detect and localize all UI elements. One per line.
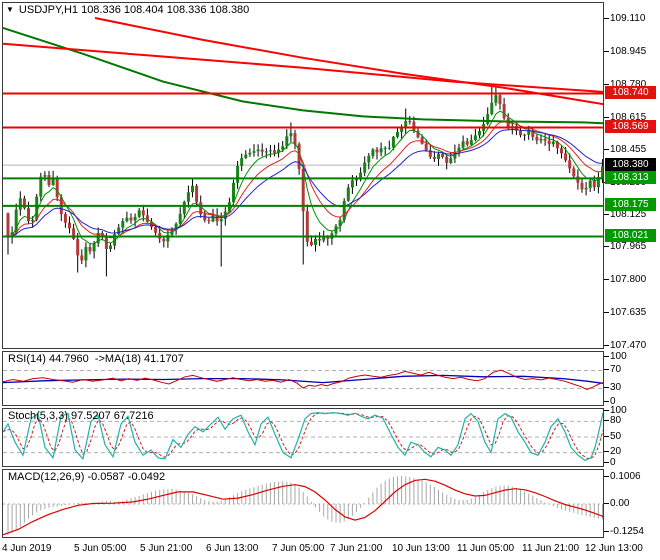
time-axis-label: 5 Jun 21:00 bbox=[140, 543, 193, 554]
symbol-dropdown-icon[interactable]: ▼ bbox=[6, 5, 14, 14]
macd-axis-tick bbox=[604, 502, 609, 504]
stochastic-pane[interactable] bbox=[2, 408, 604, 467]
price-axis-label: 108.455 bbox=[610, 143, 647, 155]
price-level-badge: 108.021 bbox=[605, 228, 656, 242]
price-axis-label: 107.470 bbox=[610, 339, 647, 351]
time-axis-label: 10 Jun 13:00 bbox=[392, 543, 450, 554]
price-level-badge: 108.313 bbox=[605, 170, 656, 184]
main-chart-pane[interactable] bbox=[2, 2, 604, 349]
time-axis-label: 5 Jun 05:00 bbox=[74, 543, 127, 554]
price-axis-label: 107.965 bbox=[610, 241, 647, 253]
rsi-axis-label: 70 bbox=[610, 364, 622, 375]
rsi-plot[interactable] bbox=[3, 352, 603, 405]
time-axis-label: 7 Jun 21:00 bbox=[330, 543, 383, 554]
price-level-badge: 108.175 bbox=[605, 198, 656, 212]
macd-indicator-label: MACD(12,26,9) -0.0587 -0.0492 bbox=[8, 471, 166, 483]
stoch-axis-tick bbox=[604, 461, 609, 463]
price-axis-label: 108.615 bbox=[610, 111, 647, 123]
macd-axis-tick bbox=[604, 475, 609, 477]
stoch-axis-label: 50 bbox=[610, 430, 622, 442]
rsi-axis-tick bbox=[604, 387, 609, 388]
rsi-pane[interactable] bbox=[2, 351, 604, 406]
stoch-axis-label: 20 bbox=[610, 446, 622, 458]
price-axis-tick bbox=[604, 311, 609, 313]
chart-title-row: ▼ USDJPY,H1 108.336 108.404 108.336 108.… bbox=[6, 4, 249, 16]
price-axis-tick bbox=[604, 18, 609, 20]
time-axis-label: 11 Jun 05:00 bbox=[457, 543, 515, 554]
rsi-axis-tick bbox=[604, 400, 609, 402]
price-axis-label: 109.110 bbox=[610, 13, 646, 25]
macd-axis-label: 0.1006 bbox=[610, 470, 641, 482]
macd-axis-label: -0.1254 bbox=[610, 525, 644, 537]
rsi-indicator-label: RSI(14) 44.7960 ->MA(18) 41.1707 bbox=[8, 353, 184, 365]
rsi-axis-label: 100 bbox=[610, 350, 627, 362]
price-axis-label: 108.945 bbox=[610, 46, 647, 58]
macd-axis-label: 0.00 bbox=[610, 497, 630, 509]
stoch-axis-label: 100 bbox=[610, 404, 627, 416]
price-axis-label: 108.125 bbox=[610, 209, 647, 221]
price-axis-tick bbox=[604, 246, 609, 248]
time-axis-label: 6 Jun 13:00 bbox=[206, 543, 259, 554]
time-axis-label: 12 Jun 13:00 bbox=[585, 543, 643, 554]
price-level-badge: 108.380 bbox=[605, 157, 656, 171]
price-level-badge: 108.740 bbox=[605, 86, 656, 100]
stoch-axis-tick bbox=[604, 435, 609, 437]
stoch-axis-label: 0 bbox=[610, 456, 616, 468]
macd-plot[interactable] bbox=[3, 470, 603, 537]
stochastic-indicator-label: Stoch(5,3,3) 97.5207 67.7216 bbox=[8, 410, 154, 422]
time-axis-label: 7 Jun 05:00 bbox=[272, 543, 325, 554]
rsi-axis-label: 30 bbox=[610, 382, 622, 393]
rsi-axis-tick bbox=[604, 355, 609, 357]
candlestick-chart[interactable] bbox=[3, 3, 603, 348]
time-axis-label: 4 Jun 2019 bbox=[2, 543, 52, 554]
price-level-badge: 108.569 bbox=[605, 120, 656, 134]
stoch-axis-tick bbox=[604, 409, 609, 411]
price-axis-tick bbox=[604, 214, 609, 216]
chart-symbol-title: USDJPY,H1 108.336 108.404 108.336 108.38… bbox=[18, 4, 250, 16]
price-axis-label: 108.780 bbox=[610, 79, 647, 91]
price-axis-tick bbox=[604, 51, 609, 53]
macd-pane[interactable] bbox=[2, 469, 604, 538]
price-axis-tick bbox=[604, 148, 609, 150]
stoch-axis-label: 80 bbox=[610, 414, 622, 426]
price-axis-label: 107.800 bbox=[610, 273, 647, 285]
time-axis-label: 11 Jun 21:00 bbox=[522, 543, 580, 554]
price-axis-tick bbox=[604, 84, 609, 86]
macd-axis-tick bbox=[604, 530, 609, 532]
price-axis-tick bbox=[604, 278, 609, 280]
price-axis-tick bbox=[604, 116, 609, 118]
rsi-axis-label: 0 bbox=[610, 395, 616, 407]
stochastic-plot[interactable] bbox=[3, 409, 603, 466]
price-axis-label: 107.635 bbox=[610, 306, 647, 318]
price-axis-tick bbox=[604, 344, 609, 346]
stoch-axis-tick bbox=[604, 419, 609, 421]
stoch-axis-tick bbox=[604, 451, 609, 453]
rsi-axis-tick bbox=[604, 369, 609, 370]
